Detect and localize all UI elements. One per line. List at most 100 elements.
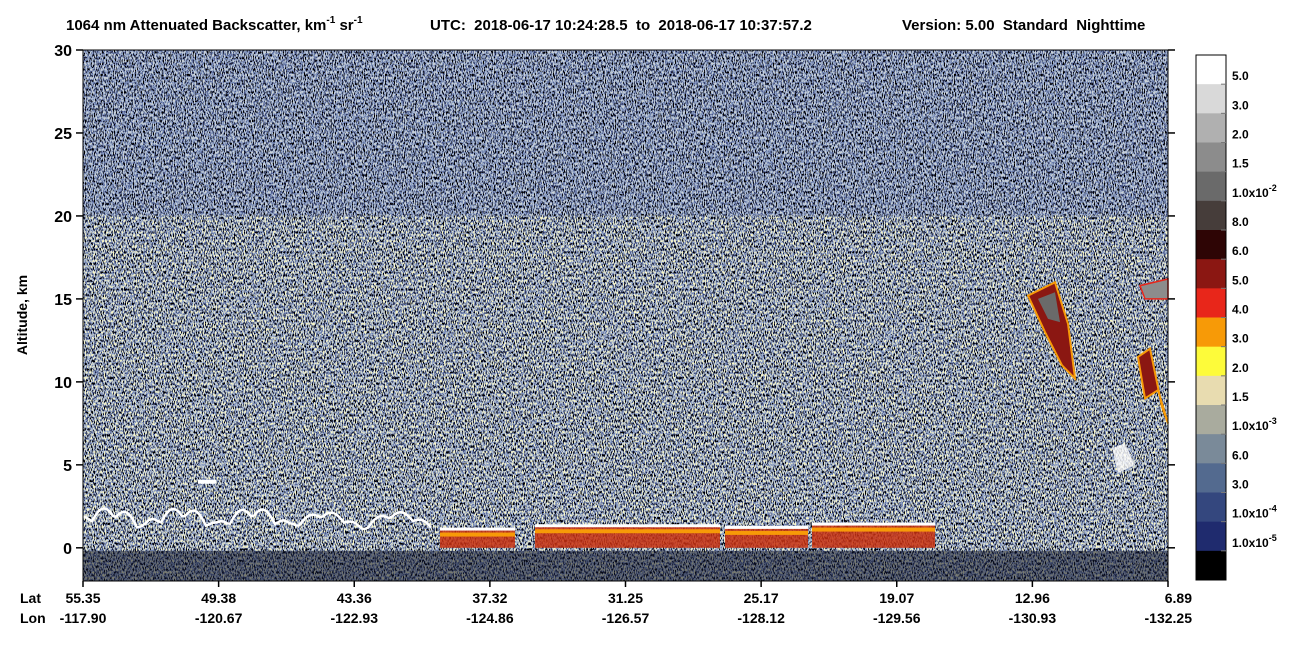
colorbar-swatch xyxy=(1196,492,1226,523)
colorbar-label: 2.0 xyxy=(1232,361,1249,375)
lon-label: -117.90 xyxy=(60,610,107,626)
colorbar-swatch xyxy=(1196,463,1226,493)
colorbar-swatch xyxy=(1196,550,1226,581)
cloud-b-top xyxy=(535,524,720,528)
colorbar-swatch xyxy=(1196,375,1226,406)
cloud-a-top xyxy=(440,527,515,531)
cirrus-a xyxy=(1026,280,1077,382)
colorbar-swatch xyxy=(1196,200,1226,231)
colorbar-label-text: 2.0 xyxy=(1232,128,1249,142)
lon-label: -122.93 xyxy=(331,610,379,626)
lat-label: 49.38 xyxy=(201,590,236,606)
lon-label: -132.25 xyxy=(1145,610,1193,626)
colorbar-label: 1.0x10-4 xyxy=(1232,504,1277,521)
colorbar-swatch xyxy=(1196,142,1226,173)
cloud-c-mid xyxy=(725,530,808,535)
cloud-c-top xyxy=(725,525,808,529)
y-tick-label: 30 xyxy=(54,43,72,60)
y-axis-label: Altitude, km xyxy=(14,275,30,355)
colorbar-swatch xyxy=(1196,288,1226,318)
colorbar-label-text: 5.0 xyxy=(1232,273,1249,287)
colorbar-label: 1.5 xyxy=(1232,157,1249,171)
colorbar-label-text: 1.0x10 xyxy=(1232,419,1269,433)
lat-label: 12.96 xyxy=(1015,590,1050,606)
y-tick-label: 5 xyxy=(63,458,72,475)
colorbar-swatch xyxy=(1196,259,1226,289)
colorbar-label-sup: -4 xyxy=(1269,504,1277,514)
colorbar-swatch xyxy=(1196,230,1226,260)
colorbar-label-sup: -5 xyxy=(1269,533,1277,543)
cloud-b-mid xyxy=(535,529,720,534)
colorbar-swatch xyxy=(1196,346,1226,377)
colorbar-label: 8.0 xyxy=(1232,215,1249,229)
colorbar-label: 3.0 xyxy=(1232,478,1249,492)
lat-label: 25.17 xyxy=(744,590,779,606)
colorbar-label: 2.0 xyxy=(1232,128,1249,142)
surface-return xyxy=(82,506,432,531)
lon-title: Lon xyxy=(20,610,46,626)
colorbar-label-text: 2.0 xyxy=(1232,361,1249,375)
lon-label: -130.93 xyxy=(1009,610,1057,626)
colorbar-swatch xyxy=(1196,55,1226,85)
y-tick-label: 10 xyxy=(54,375,72,392)
colorbar-label-text: 1.0x10 xyxy=(1232,507,1269,521)
low-cloud xyxy=(1112,443,1135,474)
colorbar-swatch xyxy=(1196,84,1226,114)
title-text: 1064 nm Attenuated Backscatter, km xyxy=(66,17,326,34)
colorbar-label-text: 8.0 xyxy=(1232,215,1249,229)
colorbar-label-text: 3.0 xyxy=(1232,98,1249,112)
noise-lower xyxy=(83,215,1168,581)
lon-label: -120.67 xyxy=(195,610,243,626)
cirrus-a-core xyxy=(1038,292,1060,323)
time-range: UTC: 2018-06-17 10:24:28.5 to 2018-06-17… xyxy=(430,17,812,34)
title-text: sr xyxy=(335,17,354,34)
colorbar-swatch xyxy=(1196,113,1226,143)
colorbar-label-text: 3.0 xyxy=(1232,478,1249,492)
cloud-c-base xyxy=(725,527,808,548)
colorbar-label-text: 4.0 xyxy=(1232,303,1249,317)
colorbar-label: 3.0 xyxy=(1232,98,1249,112)
colorbar-label-text: 6.0 xyxy=(1232,448,1249,462)
colorbar-label: 1.5 xyxy=(1232,390,1249,404)
y-tick-label: 20 xyxy=(54,209,72,226)
colorbar-swatch xyxy=(1196,171,1226,202)
colorbar-label-text: 3.0 xyxy=(1232,332,1249,346)
lat-title: Lat xyxy=(20,590,41,606)
colorbar-label: 3.0 xyxy=(1232,332,1249,346)
lon-label: -124.86 xyxy=(466,610,514,626)
version: Version: 5.00 Standard Nighttime xyxy=(902,17,1145,34)
lat-label: 6.89 xyxy=(1165,590,1192,606)
surface-band xyxy=(83,550,1168,581)
cloud-d-mid xyxy=(812,527,935,532)
title-sup: -1 xyxy=(354,15,363,26)
lon-label: -128.12 xyxy=(737,610,785,626)
colorbar-label-text: 1.0x10 xyxy=(1232,186,1269,200)
chart-title: 1064 nm Attenuated Backscatter, km-1​ sr… xyxy=(66,15,363,34)
lat-label: 37.32 xyxy=(472,590,507,606)
colorbar-label-text: 5.0 xyxy=(1232,69,1249,83)
colorbar-label: 5.0 xyxy=(1232,69,1249,83)
lat-label: 19.07 xyxy=(879,590,914,606)
aerosol-layer xyxy=(198,479,216,484)
colorbar-label: 1.0x10-3 xyxy=(1232,416,1277,433)
y-tick-label: 0 xyxy=(63,541,72,558)
lat-label: 43.36 xyxy=(337,590,372,606)
title-sup: -1 xyxy=(326,15,335,26)
colorbar-swatch xyxy=(1196,434,1226,464)
plot-area xyxy=(82,50,1169,581)
y-tick-label: 25 xyxy=(54,126,72,143)
lon-label: -129.56 xyxy=(873,610,921,626)
lat-label: 55.35 xyxy=(65,590,100,606)
cloud-a-mid xyxy=(440,532,515,537)
cloud-a-base xyxy=(440,529,515,548)
colorbar-label: 6.0 xyxy=(1232,244,1249,258)
y-tick-label: 15 xyxy=(54,292,72,309)
cloud-d-top xyxy=(812,522,935,526)
lon-label: -126.57 xyxy=(602,610,650,626)
colorbar-label: 1.0x10-2 xyxy=(1232,183,1277,200)
colorbar-label-sup: -2 xyxy=(1269,183,1277,193)
colorbar-label-text: 1.0x10 xyxy=(1232,536,1269,550)
colorbar-swatch xyxy=(1196,521,1226,552)
colorbar-label-text: 1.5 xyxy=(1232,157,1249,171)
